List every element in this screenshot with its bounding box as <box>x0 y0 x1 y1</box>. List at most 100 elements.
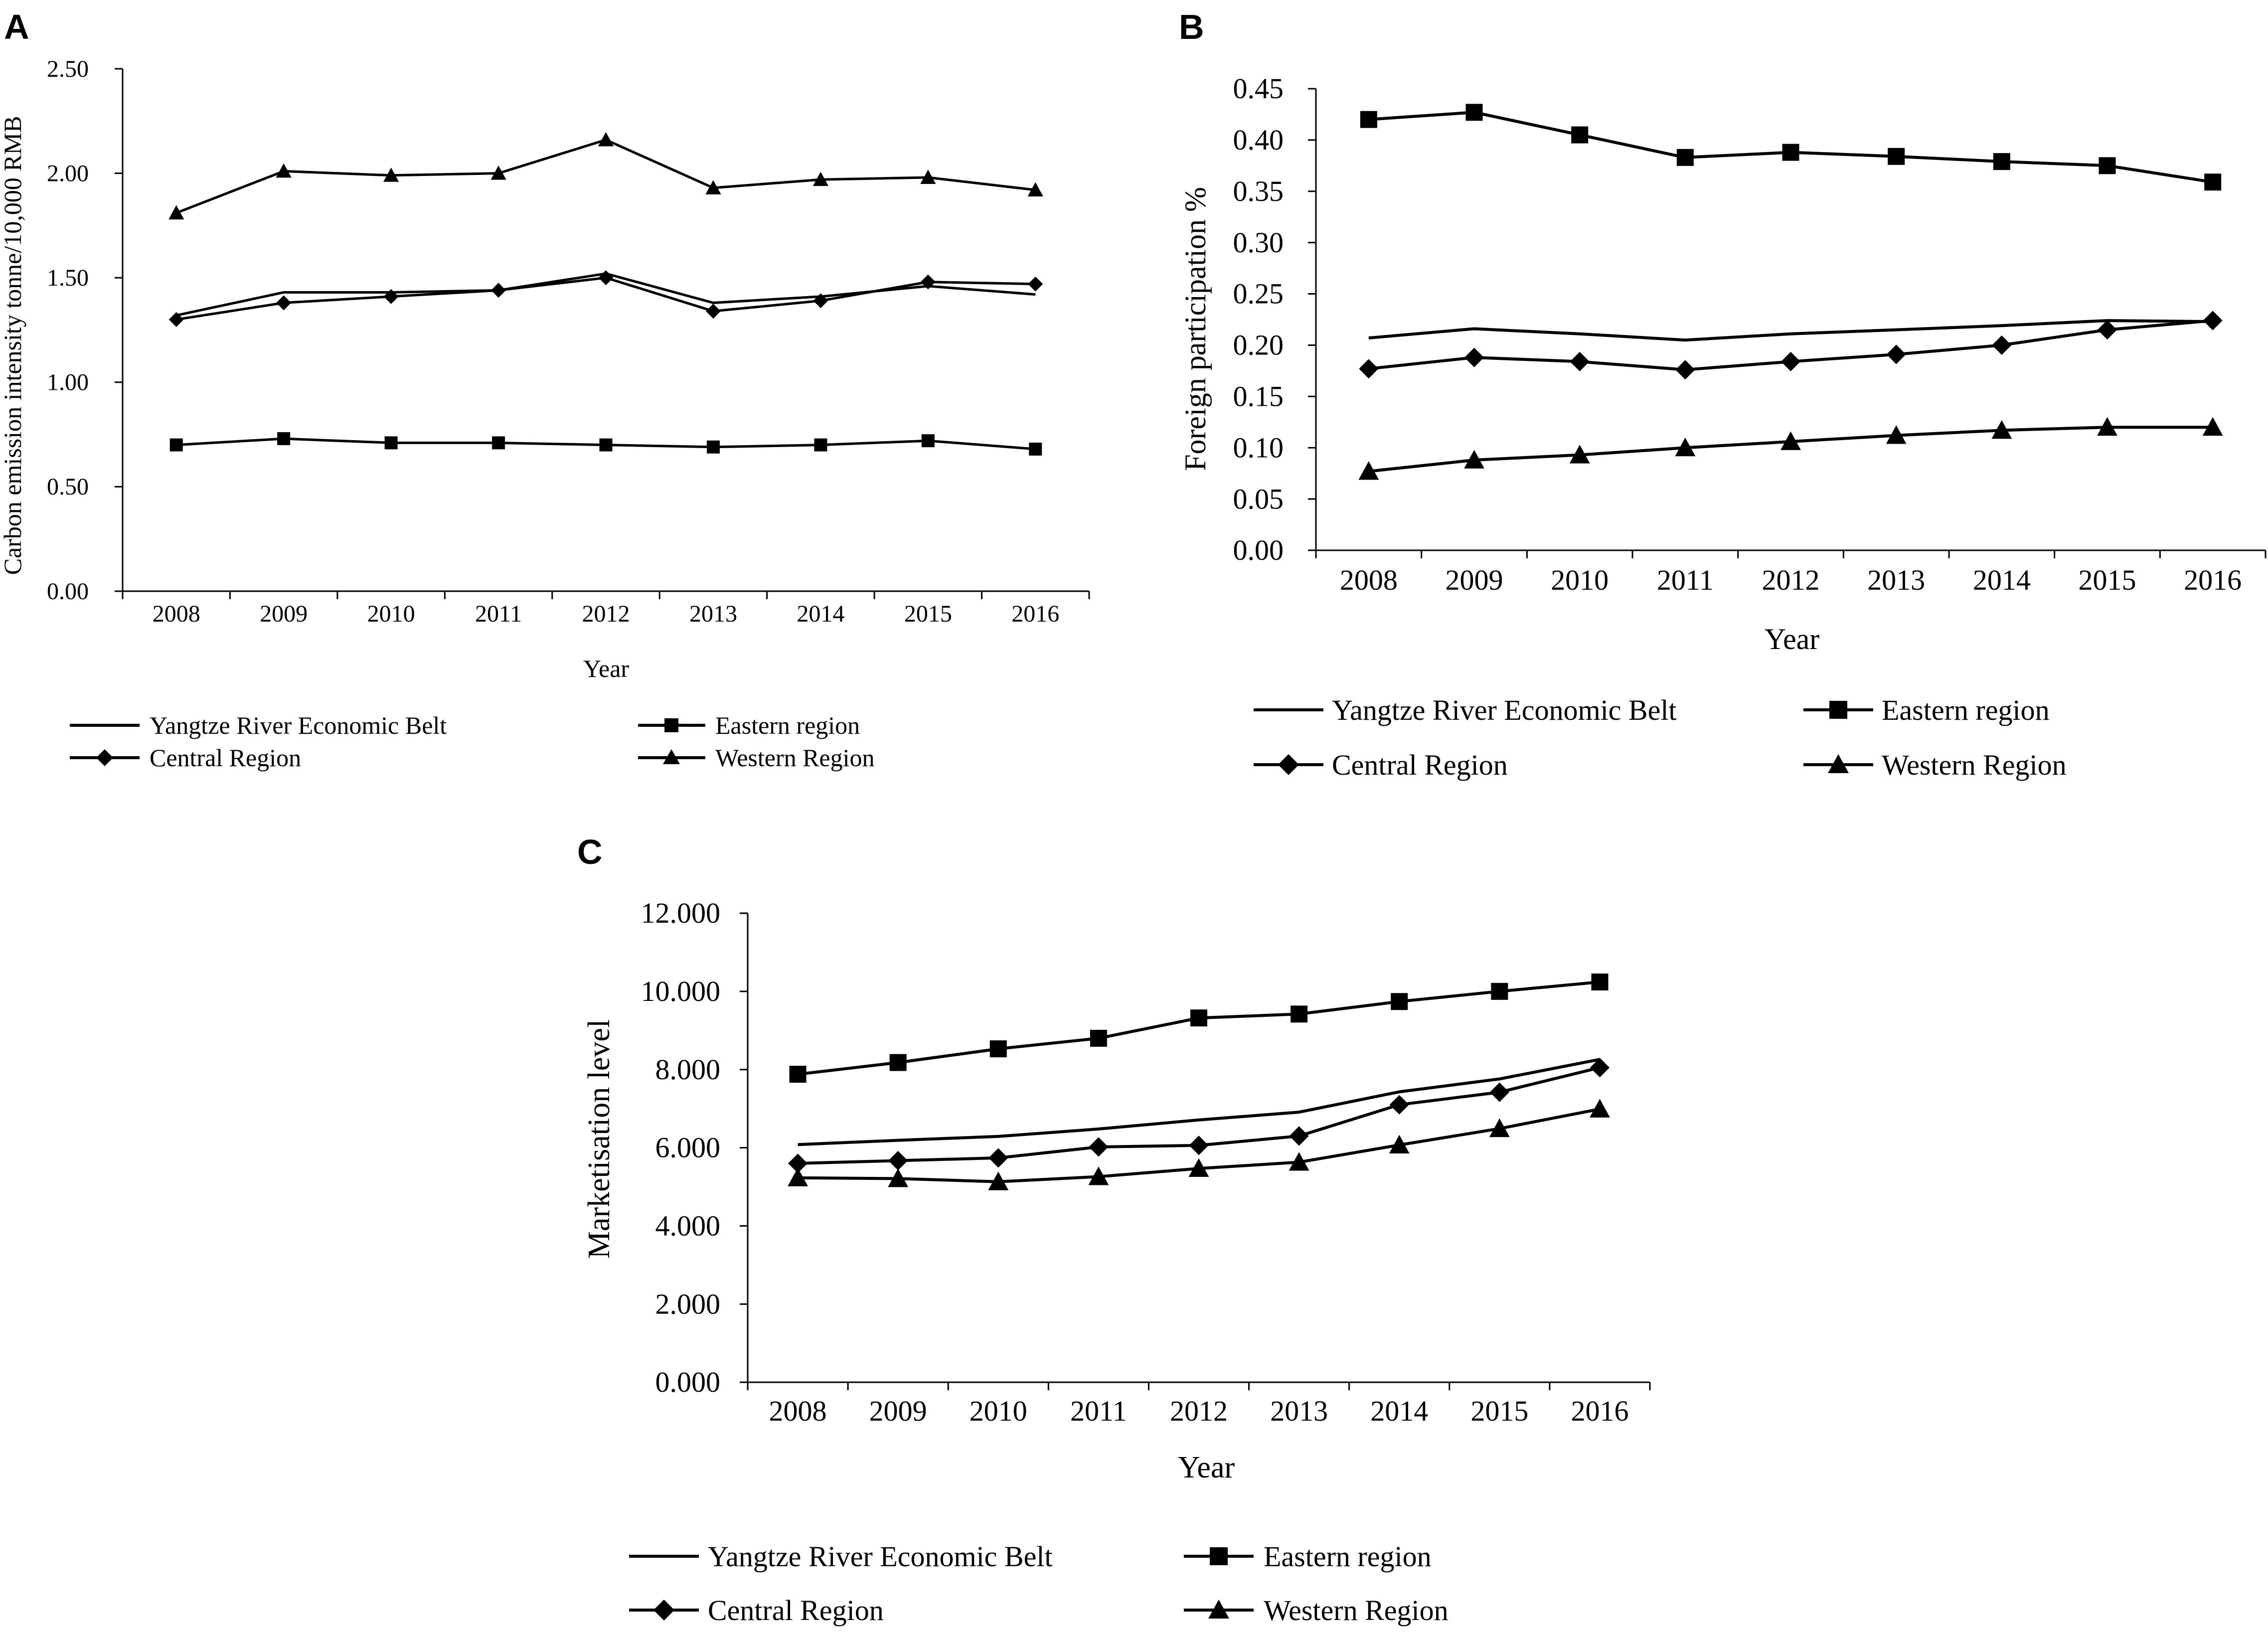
panel-c-central-point <box>1089 1137 1109 1157</box>
panel-c-eastern-point <box>1291 1005 1308 1023</box>
panel-b-x-tick-label: 2016 <box>2184 564 2242 596</box>
panel-c-x-axis-label: Year <box>1178 1451 1235 1484</box>
panel-c-x-tick-label: 2010 <box>970 1395 1027 1427</box>
panel-b-y-tick-label: 0.10 <box>1233 431 1284 464</box>
panel-a-x-ticks: 2008 2009 2010 2011 2012 2013 2014 2015 2016 <box>122 590 1090 627</box>
legend-a-central-label: Central Region <box>150 744 301 772</box>
panel-b-y-tick-label: 0.05 <box>1233 483 1284 515</box>
legend-b-ybeb-label: Yangtze River Economic Belt <box>1332 694 1677 726</box>
panel-c-y-tick-label: 10.000 <box>641 975 721 1007</box>
panel-b-eastern-point <box>1571 126 1589 144</box>
panel-c-central-point <box>1389 1095 1409 1115</box>
panel-b-western-point <box>1675 437 1696 457</box>
panel-a-x-tick-label: 2008 <box>153 601 200 627</box>
legend-b-central-marker <box>1278 754 1299 775</box>
panel-b-western-point <box>1358 461 1379 480</box>
panel-b-x-tick-label: 2010 <box>1551 564 1609 596</box>
panel-a-y-tick-label: 0.00 <box>47 578 89 605</box>
panel-b-eastern-point <box>1360 111 1377 128</box>
panel-c-eastern-point <box>1190 1009 1207 1027</box>
panel-a-western-point <box>812 171 828 186</box>
panel-a-x-tick-label: 2013 <box>689 601 737 627</box>
panel-a-central-point <box>491 283 506 298</box>
panel-b-western-point <box>1886 425 1907 444</box>
panel-a-central-point <box>705 304 721 319</box>
panel-a-x-tick-label: 2014 <box>797 601 844 627</box>
legend-c-central-marker <box>653 1600 674 1621</box>
panel-c-y-tick-label: 8.000 <box>655 1053 721 1086</box>
panel-c-western-point <box>888 1168 909 1187</box>
panel-c-western-point <box>1289 1152 1309 1171</box>
panel-c-x-tick-label: 2011 <box>1070 1395 1127 1427</box>
panel-b-chart: B Foreign participation % Year 0.000.050… <box>1179 7 2267 781</box>
panel-b-x-tick-label: 2009 <box>1446 564 1503 596</box>
panel-a-western-point <box>383 167 399 182</box>
panel-b-x-axis-label: Year <box>1765 623 1820 655</box>
panel-c-letter: C <box>577 832 603 871</box>
panel-a-y-axis-label: Carbon emission intensity tonne/10,000 R… <box>0 116 26 575</box>
legend-a-central-marker <box>96 749 113 766</box>
panel-a-western-point <box>705 180 721 194</box>
panel-b-x-tick-label: 2012 <box>1762 564 1820 596</box>
panel-a-x-tick-label: 2016 <box>1011 601 1059 627</box>
panel-b-central-point <box>2097 320 2117 340</box>
panel-b-x-ticks: 2008 2009 2010 2011 2012 2013 2014 2015 2016 <box>1315 549 2267 596</box>
panel-a-eastern-point <box>277 432 291 445</box>
panel-b-eastern-point <box>1465 104 1483 121</box>
panel-a-central-point <box>168 312 184 327</box>
panel-c-western-point <box>1188 1158 1209 1177</box>
panel-c-eastern-point <box>989 1040 1007 1058</box>
panel-a-y-tick-label: 1.00 <box>47 369 89 396</box>
panel-a-x-tick-label: 2015 <box>904 601 952 627</box>
panel-a-eastern-point <box>492 436 505 450</box>
panel-a-western-point <box>490 165 506 180</box>
panel-b-central-point <box>1992 335 2012 355</box>
panel-c-central-point <box>1590 1058 1610 1078</box>
panel-b-x-tick-label: 2015 <box>2079 564 2136 596</box>
panel-c-eastern-point <box>1491 982 1508 1000</box>
panel-b-y-tick-label: 0.00 <box>1233 534 1284 566</box>
panel-b-eastern-point <box>2204 173 2222 191</box>
legend-c-ybeb-label: Yangtze River Economic Belt <box>708 1540 1053 1573</box>
panel-b-eastern-point <box>1676 149 1694 166</box>
panel-b-x-tick-label: 2014 <box>1973 564 2031 596</box>
panel-a-eastern-point <box>384 436 398 450</box>
panel-b-central-point <box>1886 344 1906 364</box>
panel-a-eastern-point <box>921 434 935 448</box>
panel-c-x-tick-label: 2009 <box>869 1395 927 1427</box>
panel-c-western-point <box>988 1171 1009 1190</box>
panel-b-central-point <box>2203 311 2223 330</box>
panel-a-y-tick-label: 1.50 <box>47 265 89 291</box>
panel-c-series <box>788 974 1610 1190</box>
panel-c-western-point <box>1088 1166 1109 1185</box>
panel-c-eastern-point <box>889 1054 907 1071</box>
panel-a-central-point <box>1028 276 1043 292</box>
panel-a-central-point <box>813 293 828 309</box>
panel-c-y-ticks: 0.000 2.000 4.000 6.000 8.000 10.000 12.000 <box>641 897 749 1398</box>
panel-c-x-tick-label: 2013 <box>1270 1395 1328 1427</box>
panel-b-y-axis-label: Foreign participation % <box>1179 187 1212 471</box>
panel-b-western-point <box>2202 417 2223 436</box>
panel-c-y-tick-label: 6.000 <box>655 1132 721 1164</box>
panel-c-central-point <box>888 1150 908 1170</box>
panel-c-western-point <box>1489 1118 1510 1138</box>
panel-c-y-tick-label: 0.000 <box>655 1366 721 1398</box>
panel-a-central-point <box>598 270 614 286</box>
panel-c-legend: Yangtze River Economic Belt Eastern regi… <box>629 1540 1449 1627</box>
panel-c-central-point <box>988 1148 1008 1168</box>
panel-c-y-tick-label: 12.000 <box>641 897 721 929</box>
panel-c-x-tick-label: 2015 <box>1470 1395 1528 1427</box>
panel-b-central-point <box>1570 351 1590 371</box>
legend-a-western-label: Western Region <box>715 744 875 772</box>
panel-b-eastern-point <box>2099 157 2116 174</box>
panel-b-y-tick-label: 0.30 <box>1233 226 1284 259</box>
panel-b-y-tick-label: 0.25 <box>1233 278 1284 310</box>
panel-b-western-point <box>1991 420 2012 439</box>
panel-c-eastern-point <box>1391 993 1408 1010</box>
panel-c-chart: C Marketisation level Year 0.000 2.000 4.0… <box>577 832 1651 1627</box>
panel-b-eastern-point <box>1782 144 1799 161</box>
panel-a-y-tick-label: 2.50 <box>47 56 89 82</box>
panel-c-central-point <box>1489 1082 1509 1102</box>
panel-b-y-tick-label: 0.15 <box>1233 380 1284 412</box>
panel-b-western-point <box>2097 417 2117 436</box>
